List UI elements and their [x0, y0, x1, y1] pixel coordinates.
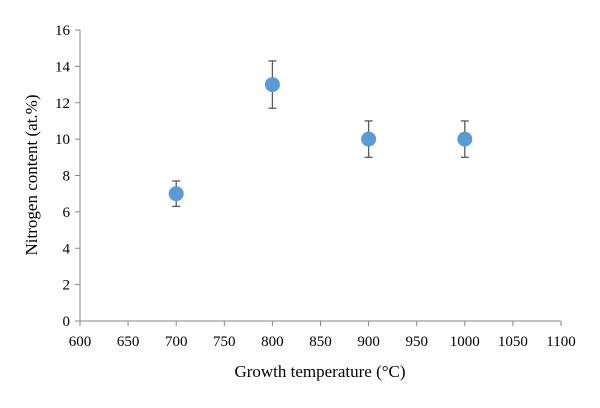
x-tick-label: 900	[357, 334, 380, 350]
data-point	[168, 186, 184, 202]
x-tick-label: 700	[165, 334, 188, 350]
data-point	[361, 131, 377, 147]
y-tick-label: 4	[63, 241, 71, 257]
data-points	[168, 77, 473, 202]
x-tick-label: 750	[213, 334, 236, 350]
y-tick-label: 8	[63, 169, 71, 185]
x-tick-label: 1100	[546, 334, 575, 350]
axes: 0 2 4 6 8 10 12 14 16 600 650 700 750 800 850 900 950 100…	[55, 23, 576, 350]
y-tick-label: 12	[55, 96, 70, 112]
x-tick-label: 850	[309, 334, 332, 350]
x-tick-label: 1000	[450, 334, 480, 350]
x-tick-label: 1050	[498, 334, 528, 350]
y-tick-label: 2	[63, 278, 71, 294]
x-tick-label: 650	[117, 334, 140, 350]
y-tick-label: 14	[55, 59, 71, 75]
x-tick-label: 600	[69, 334, 92, 350]
y-axis-title: Nitrogen content (at.%)	[22, 95, 41, 256]
x-tick-label: 800	[261, 334, 284, 350]
y-tick-label: 6	[63, 205, 71, 221]
y-tick-label: 0	[63, 314, 71, 330]
y-tick-label: 16	[55, 23, 71, 39]
data-point	[264, 77, 280, 93]
x-tick-label: 950	[405, 334, 428, 350]
data-point	[457, 131, 473, 147]
x-axis-title: Growth temperature (°C)	[234, 362, 405, 381]
error-bars	[172, 60, 469, 208]
y-tick-label: 10	[55, 132, 70, 148]
